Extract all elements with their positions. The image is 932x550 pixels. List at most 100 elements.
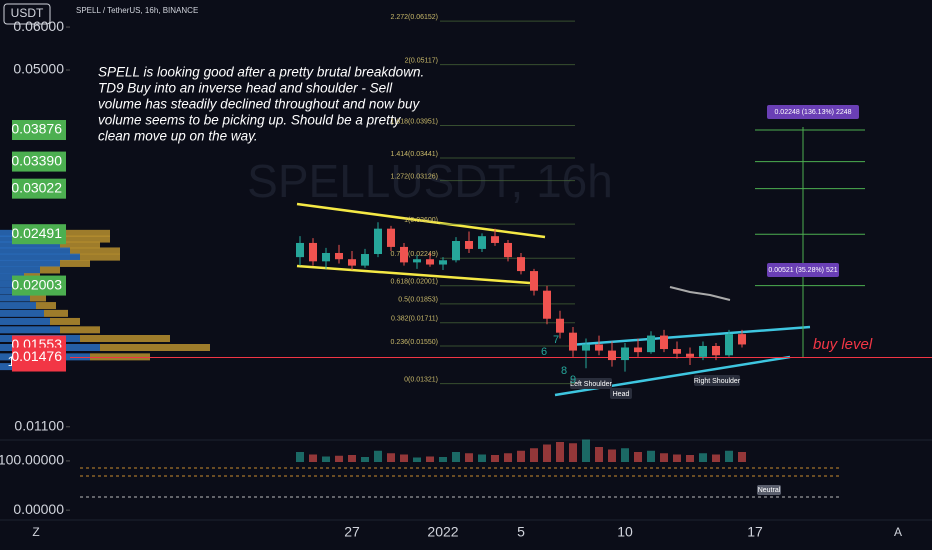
profile-sell <box>40 266 60 274</box>
volume-bar <box>699 453 707 462</box>
profile-sell <box>100 344 210 352</box>
volume-bar <box>634 452 642 462</box>
profile-sell <box>70 247 120 255</box>
candle-body <box>439 260 447 265</box>
label-box <box>610 388 632 399</box>
profile-buy <box>0 326 60 334</box>
volume-bar <box>608 449 616 462</box>
volume-bar <box>400 454 408 462</box>
signal-box <box>757 485 781 495</box>
fib-label: 0.5(0.01853) <box>398 297 438 304</box>
profile-sell <box>80 253 120 261</box>
signal: Neutral <box>758 487 781 494</box>
volume-bar <box>673 454 681 462</box>
candle-body <box>478 236 486 249</box>
volume-bar <box>361 457 369 462</box>
candle-body <box>348 259 356 266</box>
description-line: SPELL is looking good after a pretty bru… <box>98 65 424 80</box>
candle-body <box>686 353 694 357</box>
fib-label: 1.618(0.03951) <box>391 118 438 125</box>
volume-bar <box>296 452 304 462</box>
price-label: 0.03022 <box>11 179 62 195</box>
volume-bar <box>478 454 486 462</box>
volume-bar <box>556 442 564 462</box>
profile-buy <box>0 309 44 317</box>
fib-label: 2(0.05117) <box>405 57 438 64</box>
description-line: volume has steadily declined throughout … <box>98 97 420 112</box>
candle-body <box>595 344 603 351</box>
volume-bar <box>452 452 460 462</box>
pattern-label: Head <box>613 391 630 398</box>
price-label-box <box>12 151 66 172</box>
x-tick-label: 2022 <box>427 524 458 540</box>
candle-body <box>634 347 642 353</box>
y-tick-label: 0.06000 <box>13 18 64 34</box>
candle-body <box>361 254 369 266</box>
td-count: 7 <box>553 334 559 346</box>
toolbar-button[interactable]: A <box>894 525 902 539</box>
fib-label: 0.236(0.01550) <box>391 339 438 346</box>
profile-sell <box>50 317 80 325</box>
price-label-box <box>12 275 66 296</box>
candle-body <box>465 241 473 249</box>
volume-bar <box>712 454 720 462</box>
symbol: SPELL / TetherUS, 16h, BINANCE <box>76 6 198 15</box>
volume-bar <box>413 457 421 462</box>
candle-body <box>530 271 538 291</box>
volume-bar <box>621 448 629 462</box>
volume-bar <box>686 455 694 462</box>
measure-label: 0.02248 (136.13%) 2248 <box>774 109 851 116</box>
candle-body <box>556 318 564 333</box>
trendline <box>296 264 531 285</box>
candle-body <box>712 345 720 356</box>
candle-body <box>322 252 330 262</box>
volume-bar <box>348 455 356 462</box>
candle-body <box>725 334 733 356</box>
candle-body <box>647 335 655 353</box>
candle-body <box>426 259 434 265</box>
price-label-box <box>12 120 66 141</box>
volume-bar <box>595 447 603 462</box>
profile-sell <box>44 309 68 317</box>
volume-bar <box>491 455 499 462</box>
trendline <box>569 325 811 347</box>
candle-body <box>400 246 408 263</box>
profile-sell <box>60 326 100 334</box>
candle-body <box>582 344 590 351</box>
profile-buy <box>0 241 60 249</box>
volume-bar <box>530 448 538 462</box>
price-label: 0.03876 <box>11 121 62 137</box>
candle-body <box>699 345 707 357</box>
fib-label: 2.272(0.06152) <box>391 14 438 21</box>
profile-sell <box>40 229 110 237</box>
currency-box[interactable] <box>3 3 51 25</box>
currency[interactable]: USDT <box>11 6 44 20</box>
measure-box <box>767 263 839 277</box>
y-tick-label: 0.05000 <box>13 61 64 77</box>
candle-body <box>569 332 577 351</box>
price-label: 0.03390 <box>11 152 62 168</box>
profile-buy <box>0 294 30 302</box>
description-line: volume seems to be picking up. Should be… <box>98 113 402 128</box>
volume-bar <box>335 455 343 462</box>
price-label-box <box>12 347 66 368</box>
candle-body <box>491 236 499 243</box>
trendline <box>296 202 546 239</box>
toolbar-button[interactable]: Z <box>32 525 39 539</box>
fib-label: 0(0.01321) <box>404 376 438 383</box>
fib-label: 1.414(0.03441) <box>391 151 438 158</box>
fib-label: 0.618(0.02001) <box>391 279 438 286</box>
moving-average <box>669 286 731 301</box>
buy-level: buy level <box>813 336 873 353</box>
price-label: 0.01476 <box>11 348 62 364</box>
profile-buy <box>0 259 60 267</box>
candle-body <box>517 257 525 272</box>
profile-buy <box>0 302 36 310</box>
measure-box <box>767 105 859 119</box>
x-tick-label: 5 <box>517 524 525 540</box>
volume-bar <box>582 439 590 462</box>
volume-bar <box>517 450 525 462</box>
fib-label: 1.272(0.03126) <box>391 174 438 181</box>
profile-sell <box>36 302 56 310</box>
price-label-box <box>12 178 66 199</box>
